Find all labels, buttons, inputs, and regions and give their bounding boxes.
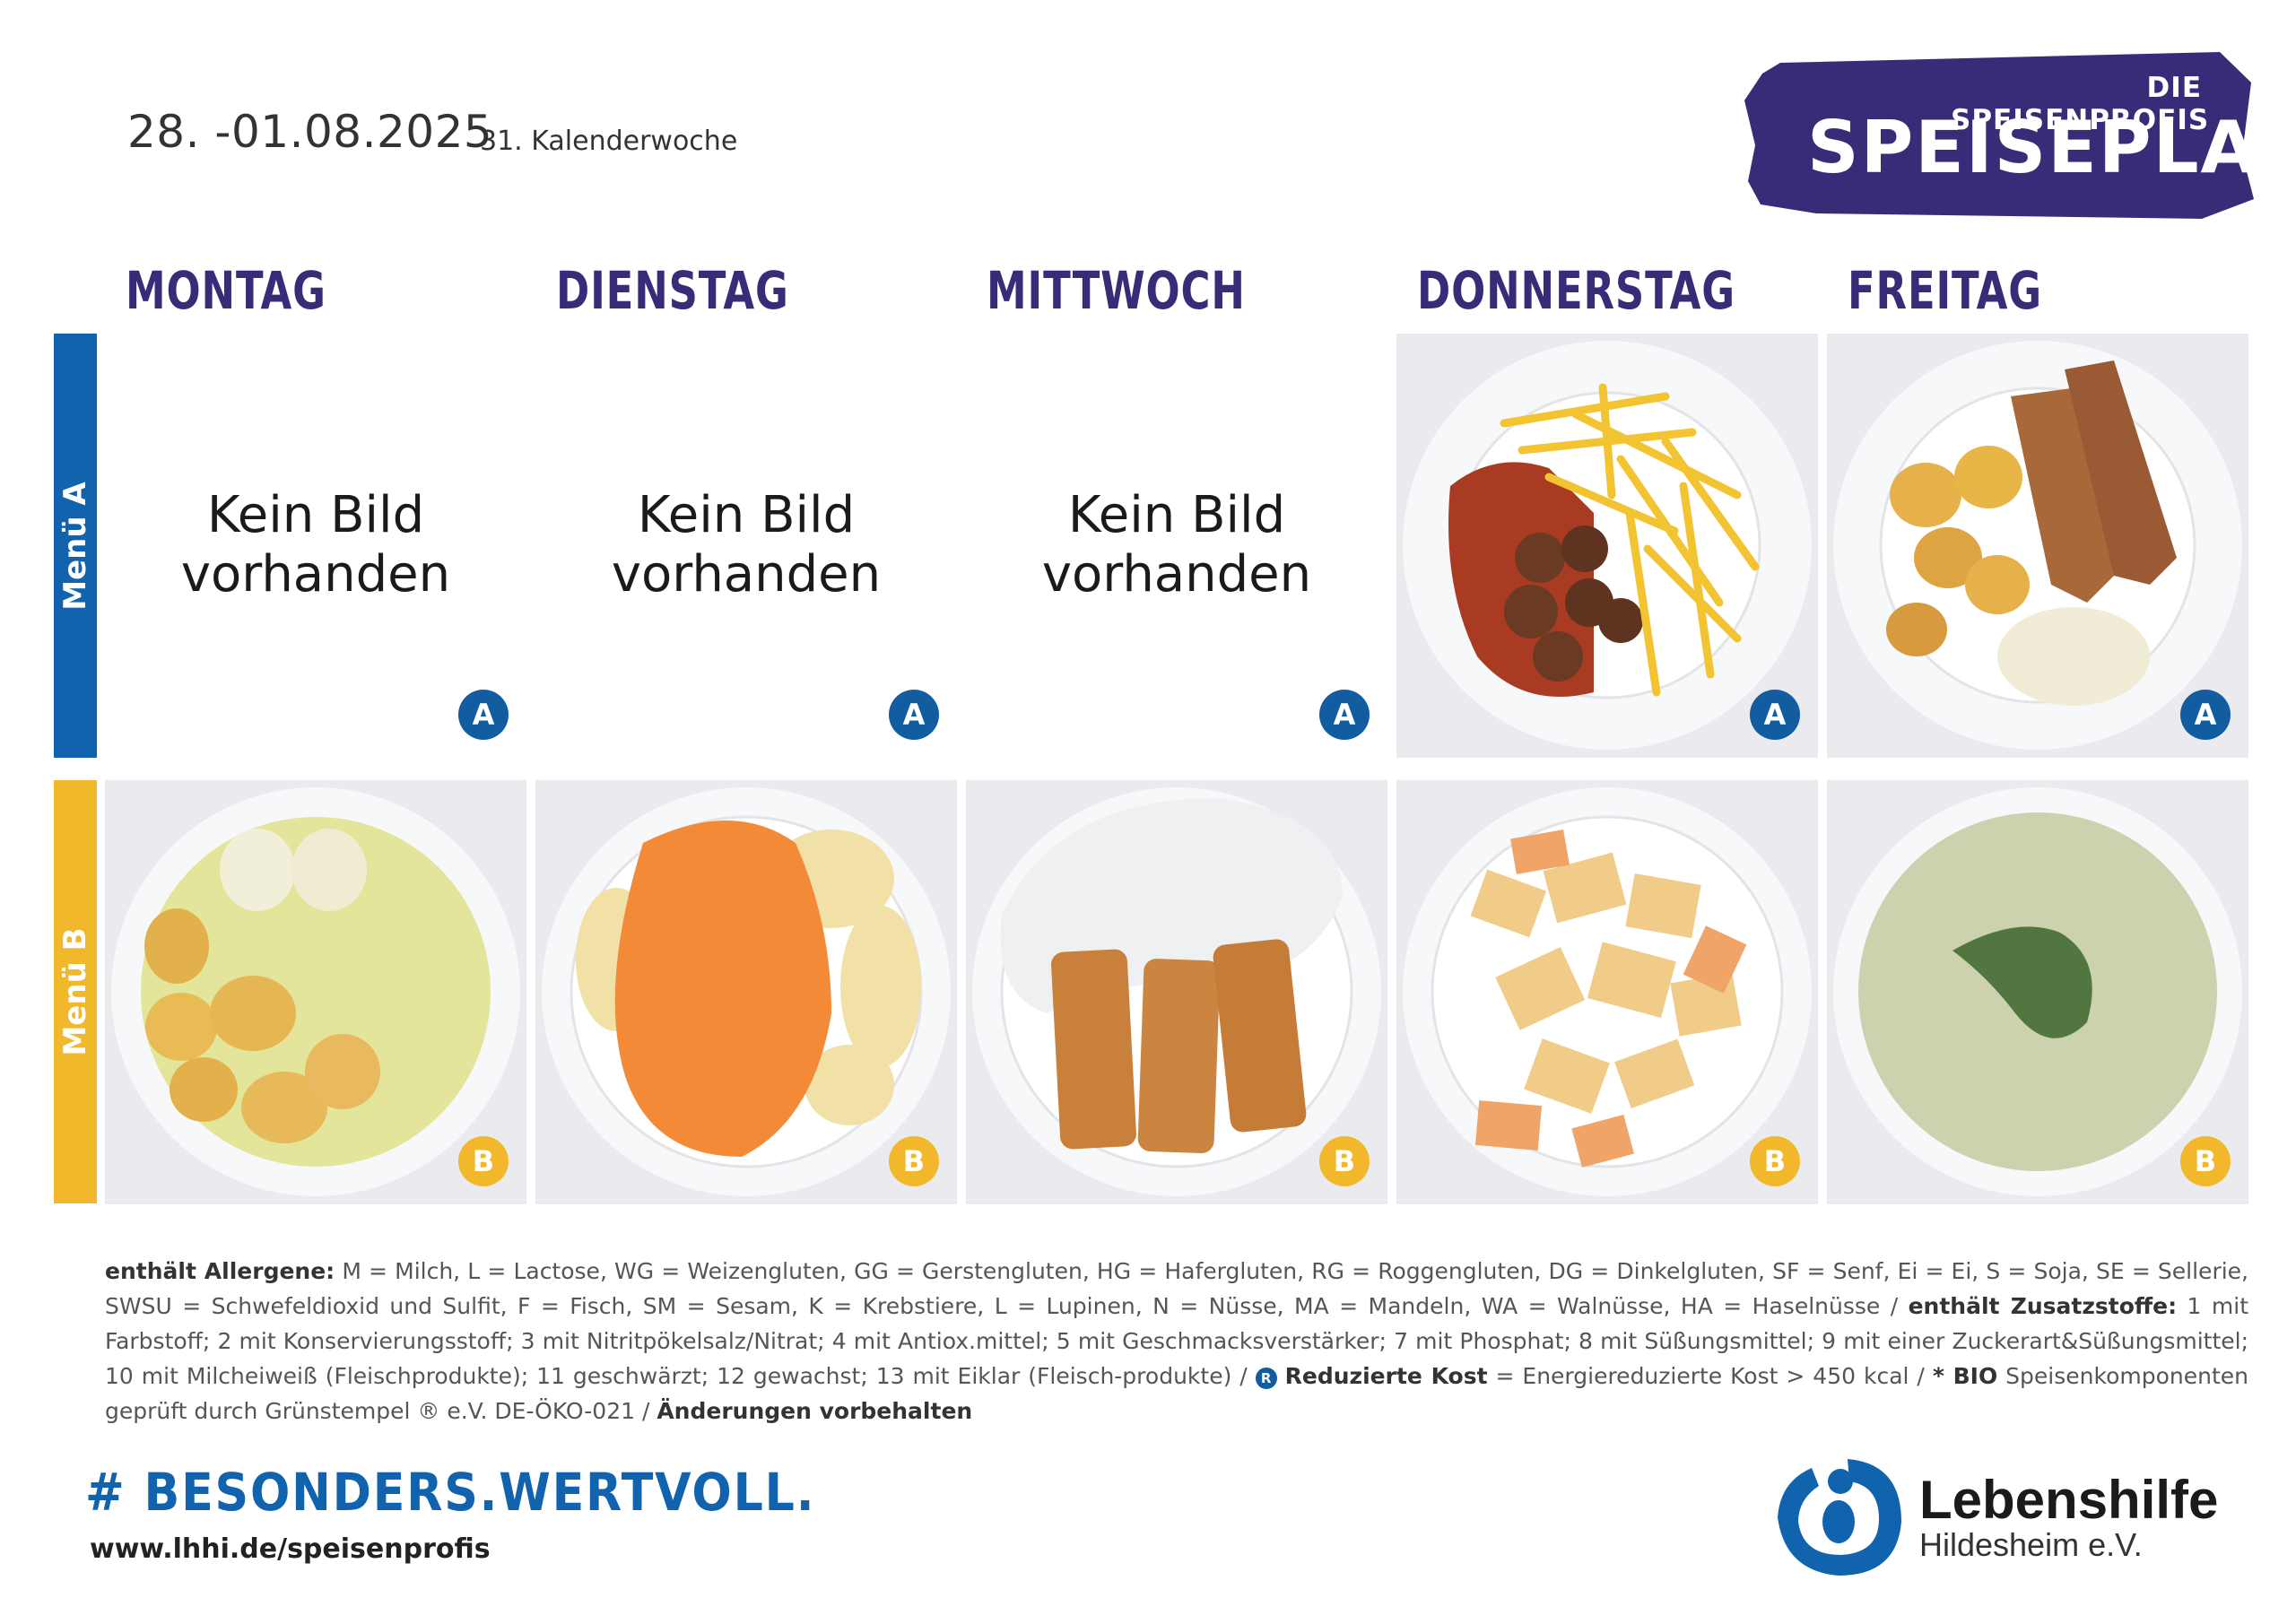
- day-heading-thursday: DONNERSTAG: [1417, 260, 1735, 321]
- no-image-text: Kein Bild vorhanden: [180, 486, 451, 604]
- brand-blob: [1744, 52, 2254, 219]
- pasta-sauce-plate-image: [535, 780, 957, 1204]
- day-heading-monday: MONTAG: [126, 260, 326, 321]
- menu-b-badge: B: [2180, 1136, 2231, 1186]
- fish-potatoes-plate-image: [1827, 334, 2248, 758]
- egg-mustard-sauce-plate-image: [105, 780, 526, 1204]
- meatballs-fries-plate-image: [1396, 334, 1818, 758]
- menu-a-badge: A: [2180, 690, 2231, 740]
- menu-a-thursday-photo: A: [1396, 334, 1818, 758]
- menu-a-tuesday: Kein Bild vorhanden A: [535, 334, 957, 758]
- menu-a-wednesday: Kein Bild vorhanden A: [966, 334, 1387, 758]
- menu-b-thursday-photo: B: [1396, 780, 1818, 1204]
- logo-subtitle: Hildesheim e.V.: [1919, 1526, 2143, 1563]
- menu-b-wednesday-photo: B: [966, 780, 1387, 1204]
- allergen-legend: enthält Allergene: M = Milch, L = Lactos…: [105, 1258, 2249, 1424]
- brand-title: SPEISEPLAN: [1807, 106, 2296, 189]
- menu-a-monday: Kein Bild vorhanden A: [105, 334, 526, 758]
- website-url[interactable]: www.lhhi.de/speisenprofis: [90, 1533, 491, 1565]
- menu-b-badge: B: [1750, 1136, 1800, 1186]
- menu-b-badge: B: [1319, 1136, 1370, 1186]
- menu-b-label: Menü B: [54, 780, 97, 1203]
- date-range: 28. -01.08.2025: [127, 106, 493, 158]
- no-image-text: Kein Bild vorhanden: [611, 486, 882, 604]
- menu-a-label: Menü A: [54, 334, 97, 758]
- fish-fingers-dip-plate-image: [966, 780, 1387, 1204]
- lebenshilfe-logo-icon: [1778, 1459, 1901, 1576]
- reduced-diet-icon: R: [1255, 1368, 1277, 1389]
- no-image-text: Kein Bild vorhanden: [1041, 486, 1312, 604]
- menu-a-friday-photo: A: [1827, 334, 2248, 758]
- calendar-week: 31. Kalenderwoche: [480, 126, 738, 157]
- sweet-pancake-pieces-plate-image: [1396, 780, 1818, 1204]
- logo-name: Lebenshilfe: [1919, 1470, 2219, 1530]
- menu-b-tuesday-photo: B: [535, 780, 957, 1204]
- menu-b-friday-photo: B: [1827, 780, 2248, 1204]
- menu-a-badge: A: [889, 690, 939, 740]
- menu-a-badge: A: [1750, 690, 1800, 740]
- day-heading-friday: FREITAG: [1848, 260, 2042, 321]
- vegetable-soup-plate-image: [1827, 780, 2248, 1204]
- menu-b-badge: B: [458, 1136, 509, 1186]
- brand-subtitle: DIE SPEISENPROFIS: [1951, 72, 2210, 136]
- menu-b-monday-photo: B: [105, 780, 526, 1204]
- menu-b-badge: B: [889, 1136, 939, 1186]
- hashtag-slogan: # BESONDERS.WERTVOLL.: [85, 1462, 816, 1523]
- menu-a-badge: A: [458, 690, 509, 740]
- day-heading-tuesday: DIENSTAG: [556, 260, 789, 321]
- menu-a-badge: A: [1319, 690, 1370, 740]
- day-heading-wednesday: MITTWOCH: [987, 260, 1246, 321]
